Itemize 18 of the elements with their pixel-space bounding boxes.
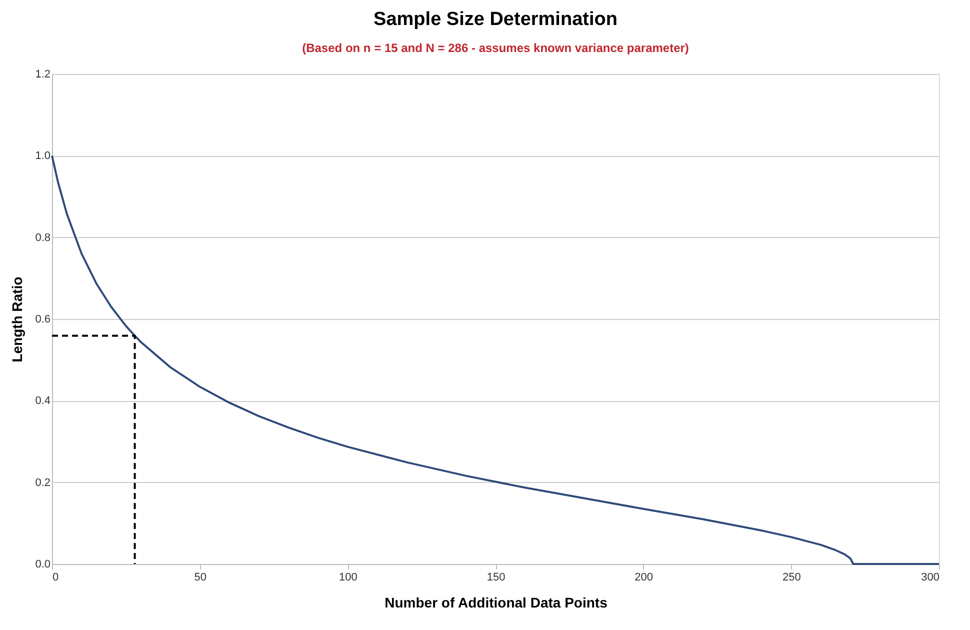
y-tick-label: 0.0 xyxy=(35,558,50,570)
x-tick-label: 250 xyxy=(782,572,801,584)
x-tick-label: 50 xyxy=(194,572,206,584)
chart-subtitle: (Based on n = 15 and N = 286 - assumes known variance parameter) xyxy=(302,41,689,55)
y-tick-label: 0.6 xyxy=(35,314,50,326)
y-tick-label: 1.0 xyxy=(35,150,50,162)
y-tick-label: 0.4 xyxy=(35,395,50,408)
y-tick-label: 0.2 xyxy=(35,476,50,489)
x-axis-title: Number of Additional Data Points xyxy=(384,594,608,610)
x-tick-label: 100 xyxy=(338,572,358,584)
x-tick-label: 150 xyxy=(486,572,506,584)
chart-title: Sample Size Determination xyxy=(374,9,618,30)
y-tick-label: 0.8 xyxy=(35,232,50,244)
x-tick-label: 300 xyxy=(921,572,940,584)
y-tick-label: 1.2 xyxy=(35,68,50,80)
x-tick-label: 0 xyxy=(52,572,59,584)
x-tick-label: 200 xyxy=(634,572,654,584)
y-axis-title: Length Ratio xyxy=(9,276,26,362)
